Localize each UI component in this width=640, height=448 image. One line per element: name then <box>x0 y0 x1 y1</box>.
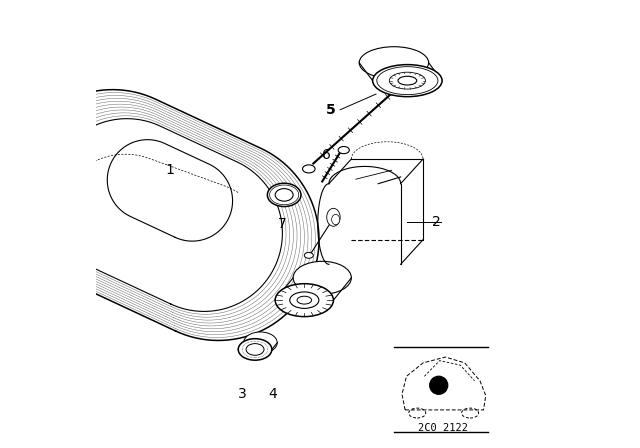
Text: 1: 1 <box>166 163 174 177</box>
Ellipse shape <box>389 72 426 89</box>
Ellipse shape <box>244 332 277 353</box>
Text: 2C0 2122: 2C0 2122 <box>418 423 468 433</box>
Text: 6: 6 <box>323 147 331 162</box>
Text: 2: 2 <box>432 215 441 229</box>
Ellipse shape <box>359 47 429 79</box>
Ellipse shape <box>246 344 264 355</box>
Ellipse shape <box>332 214 340 224</box>
Ellipse shape <box>290 292 319 308</box>
Ellipse shape <box>297 296 312 304</box>
Ellipse shape <box>275 284 333 317</box>
Ellipse shape <box>269 185 299 205</box>
Ellipse shape <box>304 253 314 258</box>
Ellipse shape <box>268 183 301 207</box>
Text: 3: 3 <box>238 387 247 401</box>
Ellipse shape <box>238 339 272 360</box>
Circle shape <box>430 376 448 394</box>
Ellipse shape <box>293 261 351 294</box>
Ellipse shape <box>338 146 349 154</box>
Ellipse shape <box>377 67 438 95</box>
Text: 7: 7 <box>278 217 286 231</box>
Ellipse shape <box>303 165 315 173</box>
Ellipse shape <box>372 65 442 97</box>
Ellipse shape <box>398 76 417 85</box>
Text: 5: 5 <box>326 103 336 117</box>
Ellipse shape <box>326 208 340 226</box>
Ellipse shape <box>275 189 293 201</box>
Text: 4: 4 <box>269 387 277 401</box>
